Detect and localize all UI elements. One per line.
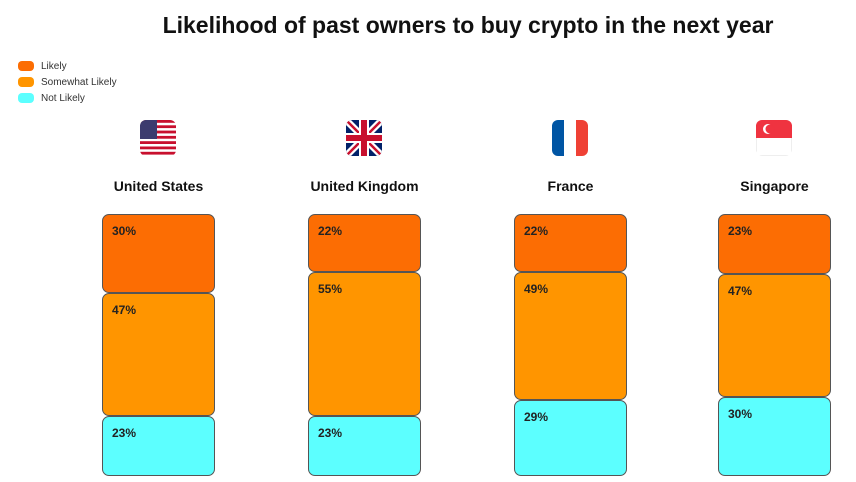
- category-label: United States: [113, 178, 204, 194]
- data-label: 23%: [112, 425, 137, 440]
- data-label: 30%: [112, 224, 137, 238]
- bar-segment-somewhat-likely: 47%: [102, 292, 215, 416]
- category-label: France: [547, 178, 594, 194]
- category-label: Singapore: [740, 178, 809, 194]
- bar-segment-not-likely: 30%: [718, 397, 831, 476]
- bar-segment-somewhat-likely: 49%: [514, 271, 627, 400]
- data-label: 47%: [728, 284, 753, 299]
- bar-segment-not-likely: 29%: [514, 400, 627, 476]
- legend-swatch: [18, 61, 34, 71]
- data-label: 22%: [318, 224, 343, 238]
- legend-item-somewhat-likely: Somewhat Likely: [18, 74, 117, 90]
- chart-title: Likelihood of past owners to buy crypto …: [162, 12, 774, 38]
- bar-segment-not-likely: 23%: [102, 415, 215, 476]
- bar-segment-likely: 22%: [308, 214, 421, 272]
- legend-label: Not Likely: [41, 92, 85, 104]
- legend: Likely Somewhat Likely Not Likely: [18, 58, 117, 106]
- data-label: 22%: [524, 224, 549, 238]
- legend-swatch: [18, 77, 34, 87]
- france-flag-icon: [552, 120, 588, 156]
- data-label: 47%: [112, 302, 137, 317]
- data-label: 55%: [318, 281, 343, 296]
- legend-item-not-likely: Not Likely: [18, 90, 117, 106]
- bar-segment-likely: 22%: [514, 214, 627, 272]
- bar-segment-not-likely: 23%: [308, 415, 421, 476]
- bar-segment-somewhat-likely: 47%: [718, 274, 831, 398]
- bar-segment-likely: 23%: [718, 214, 831, 275]
- legend-swatch: [18, 93, 34, 103]
- bar-segment-likely: 30%: [102, 214, 215, 293]
- category-label: United Kingdom: [310, 178, 419, 194]
- data-label: 29%: [524, 410, 549, 425]
- bar-segment-somewhat-likely: 55%: [308, 271, 421, 416]
- data-label: 49%: [524, 281, 549, 296]
- us-flag-icon: [140, 120, 176, 156]
- uk-flag-icon: [346, 120, 382, 156]
- data-label: 30%: [728, 407, 753, 422]
- legend-item-likely: Likely: [18, 58, 117, 74]
- data-label: 23%: [728, 224, 753, 238]
- legend-label: Likely: [41, 60, 67, 72]
- singapore-flag-icon: [756, 120, 792, 156]
- legend-label: Somewhat Likely: [41, 76, 117, 88]
- data-label: 23%: [318, 425, 343, 440]
